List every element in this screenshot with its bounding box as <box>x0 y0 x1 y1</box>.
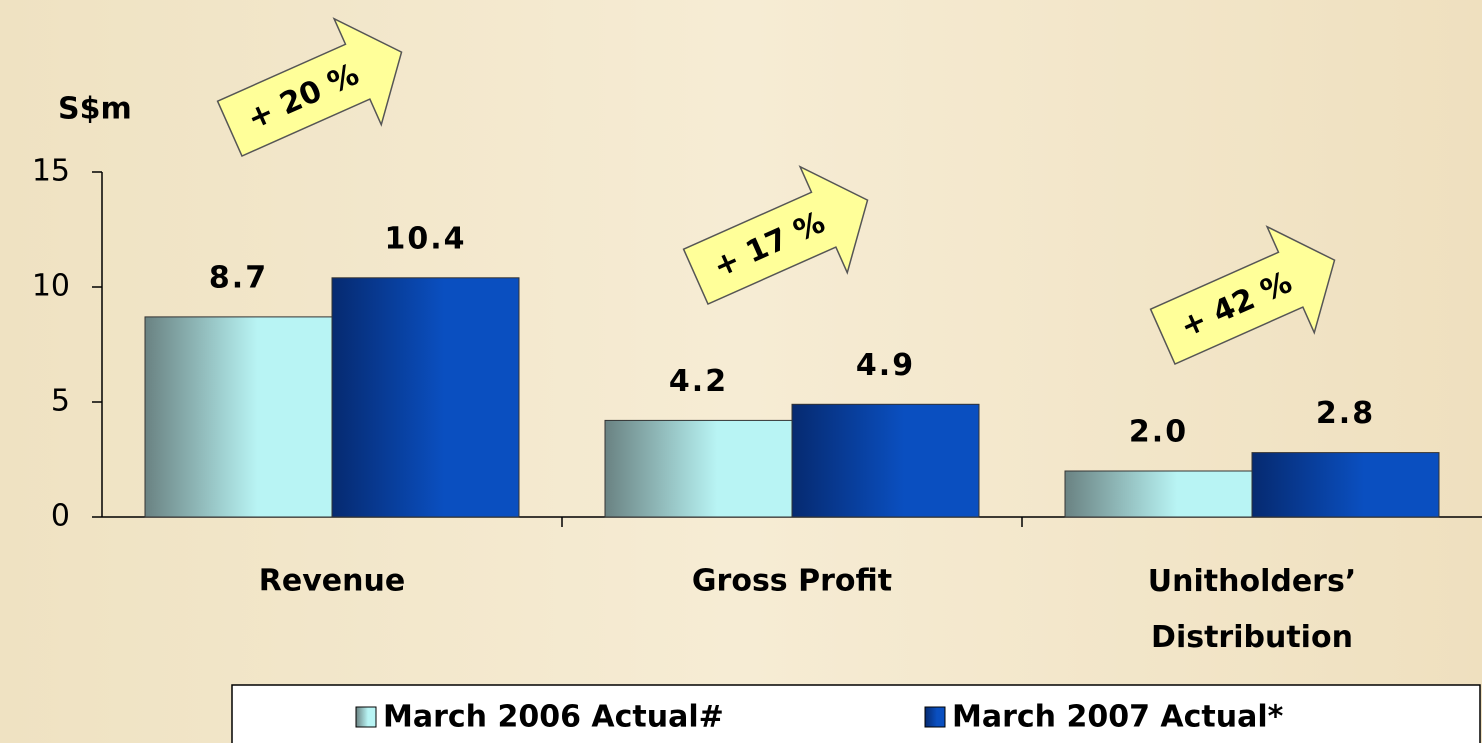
legend-swatch <box>355 706 377 728</box>
value-label: 2.8 <box>1316 396 1375 431</box>
y-axis-label: S$m <box>58 92 132 127</box>
value-label: 2.0 <box>1129 415 1188 450</box>
arrow-shape <box>1149 225 1336 366</box>
x-tick-label: Revenue <box>259 564 405 599</box>
arrow-shape <box>216 17 403 158</box>
arrow-shape <box>682 165 869 306</box>
x-tick-label: Gross Profit <box>692 564 892 599</box>
bar <box>604 419 793 518</box>
legend-box <box>231 684 1481 743</box>
value-label: 4.9 <box>856 348 915 383</box>
x-tick-label: Unitholders’ Distribution <box>1148 564 1356 655</box>
legend-swatch <box>924 706 946 728</box>
value-label: 8.7 <box>209 260 268 295</box>
y-tick-label: 10 <box>32 269 70 304</box>
legend-label: March 2006 Actual# <box>383 700 724 735</box>
legend-label: March 2007 Actual* <box>952 700 1284 735</box>
value-label: 4.2 <box>669 364 728 399</box>
bar <box>1251 452 1440 518</box>
bar <box>331 277 520 518</box>
bar <box>144 316 333 518</box>
bar <box>1064 470 1253 518</box>
annotation-arrow: + 42 % <box>1149 225 1336 366</box>
bar <box>791 403 980 518</box>
y-tick-label: 0 <box>51 499 70 534</box>
value-label: 10.4 <box>384 221 466 256</box>
y-tick-label: 15 <box>32 154 70 189</box>
y-tick-label: 5 <box>51 384 70 419</box>
